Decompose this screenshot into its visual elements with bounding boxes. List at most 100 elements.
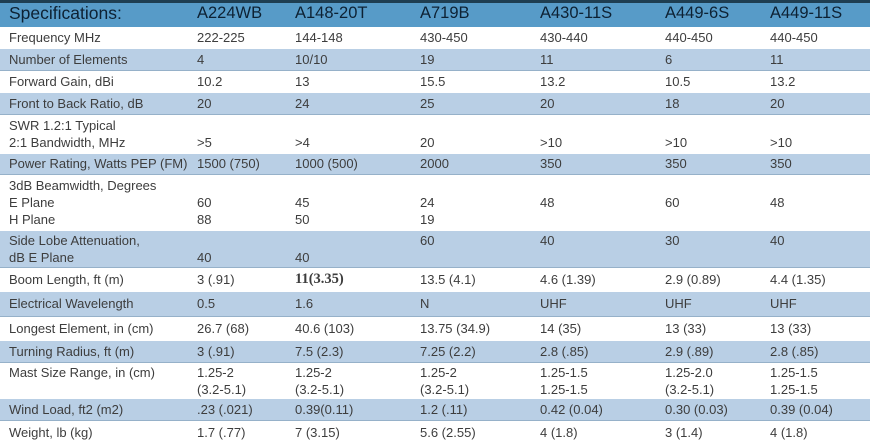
row-label: Wind Load, ft2 (m2): [0, 398, 195, 421]
cell-line: 350: [770, 156, 792, 172]
cell-line: Mast Size Range, in (cm): [9, 364, 155, 380]
spec-value-cell: .23 (.021): [195, 398, 293, 421]
cell-line: 1500 (750): [197, 156, 260, 172]
cell-line: Turning Radius, ft (m): [9, 343, 135, 359]
cell-line: 13 (33): [770, 321, 812, 337]
spec-value-cell: 20: [418, 115, 538, 154]
cell-line: [665, 249, 766, 266]
cell-line: 10/10: [295, 51, 328, 67]
spec-value-cell: 10.5: [663, 71, 768, 93]
spec-value-cell: 13 (33): [663, 316, 768, 341]
cell-line: >10: [770, 135, 793, 151]
spec-value-cell: 3 (1.4): [663, 421, 768, 445]
cell-line: E Plane: [9, 195, 55, 211]
cell-line: (3.2-5.1): [197, 381, 247, 397]
row-label: Boom Length, ft (m): [0, 267, 195, 292]
table-row: 3dB Beamwidth, Degrees E Plane H Plane 60 88…: [0, 175, 870, 231]
spec-value-cell: 30: [663, 230, 768, 268]
cell-line: 0.42 (0.04): [540, 401, 603, 417]
spec-value-cell: 10.2: [195, 71, 293, 93]
row-label: Side Lobe Attenuation, dB E Plane: [0, 230, 195, 268]
cell-line: Boom Length, ft (m): [9, 272, 124, 288]
cell-line: 26.7 (68): [197, 321, 250, 337]
cell-line: 1.25-2: [197, 364, 234, 380]
table-row: SWR 1.2:1 Typical 2:1 Bandwidth, MHz >5 >4 2…: [0, 115, 870, 154]
spec-value-cell: 11(3.35): [293, 267, 418, 292]
row-label: Forward Gain, dBi: [0, 71, 195, 93]
cell-line: 1.7 (.77): [197, 425, 246, 441]
cell-line: 11: [770, 51, 784, 67]
table-row: Mast Size Range, in (cm) 1.25-2 (3.2-5.1) 1…: [0, 362, 870, 399]
cell-line: 430-440: [540, 30, 588, 45]
spec-value-cell: 20: [195, 92, 293, 115]
cell-line: SWR 1.2:1 Typical: [9, 118, 116, 134]
spec-value-cell: UHF: [538, 292, 663, 317]
cell-line: 48: [770, 195, 785, 211]
table-row: Turning Radius, ft (m) 3 (.91) 7.5 (2.3) 7.…: [0, 341, 870, 363]
spec-value-cell: 2.8 (.85): [538, 341, 663, 363]
cell-line: 13.2: [540, 74, 566, 90]
header-model-a449-6s: A449-6S: [663, 1, 768, 27]
table-row: Number of Elements 4 10/10 19 11 6 11: [0, 48, 870, 71]
cell-line: 2000: [420, 156, 449, 172]
table-row: Front to Back Ratio, dB 20 24 25 20 18 20: [0, 92, 870, 115]
cell-line: 1.25-2: [295, 364, 332, 380]
spec-value-cell: 24 19: [418, 175, 538, 231]
row-label: SWR 1.2:1 Typical 2:1 Bandwidth, MHz: [0, 115, 195, 154]
cell-line: 48: [540, 195, 555, 211]
spec-value-cell: 3 (.91): [195, 341, 293, 363]
cell-line: 1000 (500): [295, 156, 358, 172]
cell-line: N: [420, 296, 430, 312]
cell-line: dB E Plane: [9, 249, 75, 265]
spec-value-cell: 144-148: [293, 27, 418, 49]
row-label: Mast Size Range, in (cm): [0, 362, 195, 399]
spec-value-cell: N: [418, 292, 538, 317]
cell-line: 20: [197, 95, 212, 111]
spec-value-cell: 222-225: [195, 27, 293, 49]
cell-line: 18: [665, 95, 680, 111]
cell-line: 0.39 (0.04): [770, 401, 833, 417]
spec-value-cell: 1000 (500): [293, 153, 418, 175]
cell-line: 4 (1.8): [770, 425, 808, 441]
row-label: Number of Elements: [0, 48, 195, 71]
cell-line: 40.6 (103): [295, 321, 355, 337]
spec-value-cell: 1.25-2 (3.2-5.1): [293, 362, 418, 399]
cell-line: 13.5 (4.1): [420, 272, 476, 288]
cell-line: 1.25-1.5: [770, 381, 818, 397]
cell-line: 440-450: [770, 30, 818, 45]
spec-value-cell: 1.6: [293, 292, 418, 317]
spec-value-cell: 13 (33): [768, 316, 870, 341]
cell-line: 15.5: [420, 74, 446, 90]
cell-line: 10.2: [197, 74, 223, 90]
row-label: 3dB Beamwidth, Degrees E Plane H Plane: [0, 175, 195, 231]
cell-line: 1.2 (.11): [420, 401, 468, 417]
cell-line: 0.39(0.11): [295, 401, 354, 417]
spec-value-cell: 10/10: [293, 48, 418, 71]
cell-line: [295, 177, 416, 194]
spec-value-cell: 1.7 (.77): [195, 421, 293, 445]
table-row: Frequency MHz 222-225 144-148 430-450 430-44…: [0, 27, 870, 49]
cell-line: .23 (.021): [197, 401, 253, 417]
cell-line: 24: [295, 95, 310, 111]
cell-line: 2.9 (.89): [665, 343, 714, 359]
spec-value-cell: 14 (35): [538, 316, 663, 341]
cell-line: Forward Gain, dBi: [9, 74, 114, 90]
spec-value-cell: 440-450: [663, 27, 768, 49]
cell-line: 430-450: [420, 30, 468, 45]
cell-line: 88: [197, 212, 212, 228]
spec-value-cell: 13.75 (34.9): [418, 316, 538, 341]
spec-value-cell: 1.2 (.11): [418, 398, 538, 421]
cell-line: 60: [420, 232, 435, 248]
cell-line: Frequency MHz: [9, 30, 101, 45]
cell-line: 13.2: [770, 74, 796, 90]
cell-line: UHF: [665, 296, 692, 312]
spec-value-cell: 60: [418, 230, 538, 268]
spec-value-cell: 13.2: [538, 71, 663, 93]
row-label: Frequency MHz: [0, 27, 195, 49]
cell-line: 3dB Beamwidth, Degrees: [9, 178, 157, 194]
cell-line: [197, 177, 291, 194]
cell-line: 7 (3.15): [295, 425, 340, 441]
spec-value-cell: 19: [418, 48, 538, 71]
cell-line: [420, 117, 536, 134]
